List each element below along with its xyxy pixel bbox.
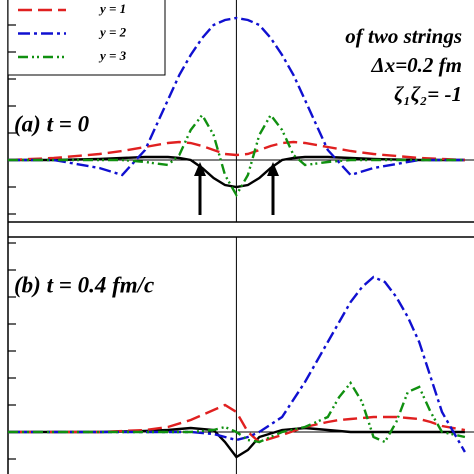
annotation: Δx=0.2 fm: [371, 53, 462, 77]
annotation: of two strings: [345, 24, 462, 48]
legend-label: y = 1: [98, 1, 126, 16]
legend-box: [7, 0, 166, 76]
panel-label: (b) t = 0.4 fm/c: [14, 272, 154, 297]
series-line: [8, 426, 465, 459]
arrow-head: [267, 162, 279, 176]
annotation: ζ₁ζ₂= -1: [394, 82, 462, 106]
series-line: [8, 403, 466, 444]
series-line: [8, 380, 466, 444]
legend-label: y = 2: [98, 24, 127, 39]
series-line: [7, 140, 465, 162]
panel-label: (a) t = 0: [14, 111, 90, 136]
series-line: [8, 16, 465, 177]
series-line: [8, 112, 465, 198]
arrow-head: [194, 162, 206, 176]
legend-label: y = 3: [98, 48, 127, 63]
